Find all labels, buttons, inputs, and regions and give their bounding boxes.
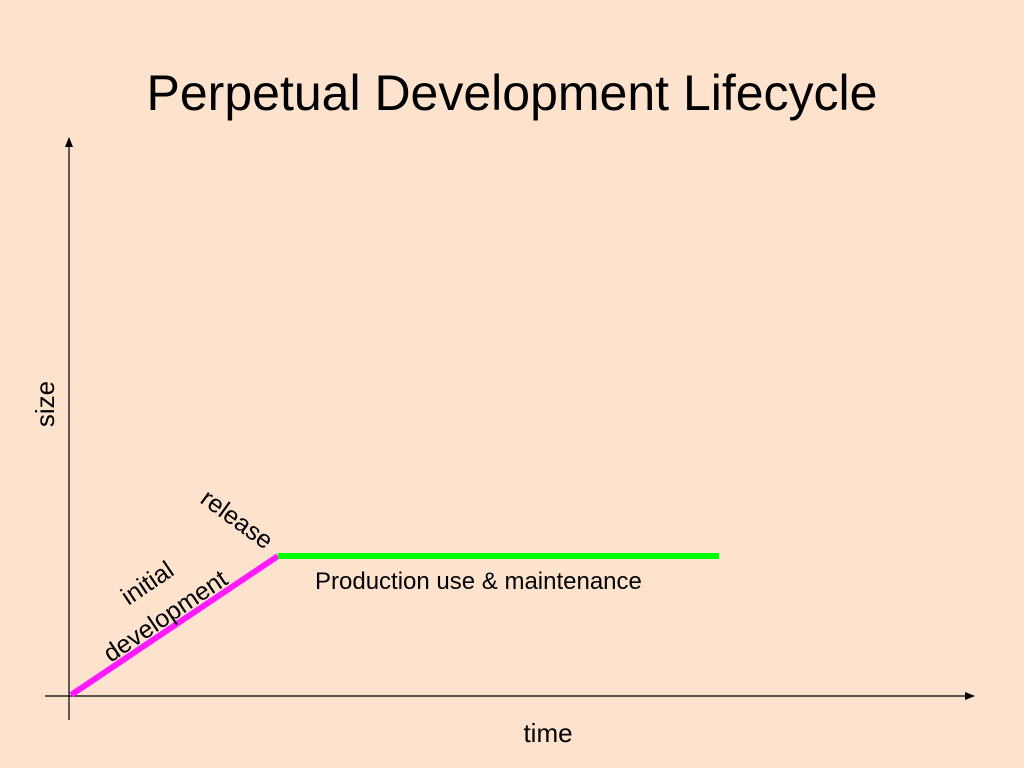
production-label: Production use & maintenance: [315, 568, 642, 595]
x-axis-label: time: [523, 718, 572, 748]
release-label: release: [195, 484, 278, 555]
initial-development-line: [69, 553, 280, 698]
slide-title: Perpetual Development Lifecycle: [146, 65, 878, 121]
y-axis-label: size: [30, 381, 60, 427]
